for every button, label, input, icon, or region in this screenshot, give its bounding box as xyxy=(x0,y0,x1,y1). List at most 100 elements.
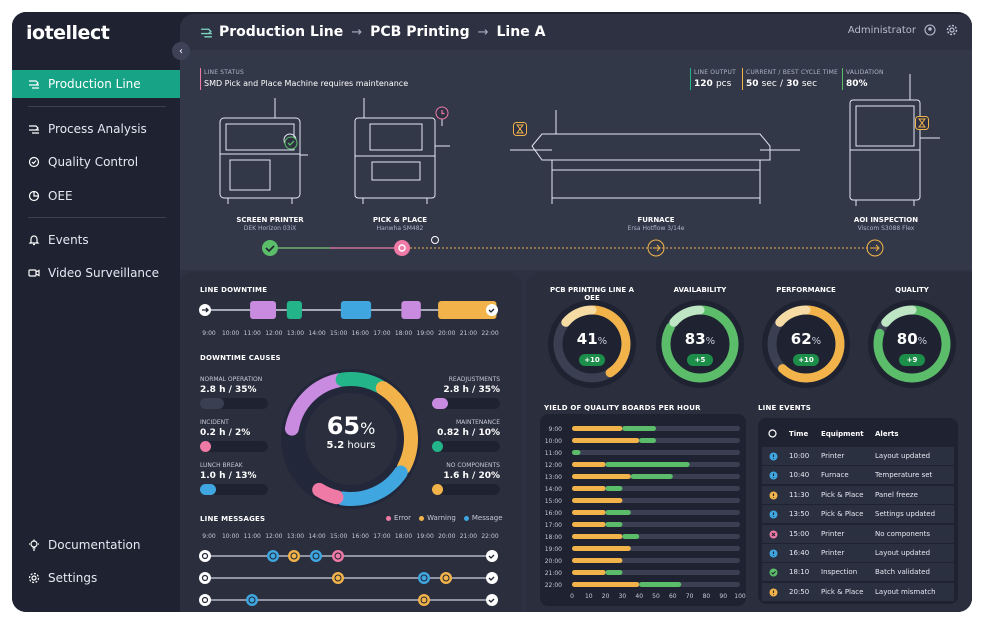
pick-and-place-machine[interactable] xyxy=(354,98,450,204)
breadcrumb-item[interactable]: PCB Printing xyxy=(370,24,470,40)
validation-value: 80% xyxy=(846,79,868,89)
nav-item-video-surveillance[interactable]: Video Surveillance xyxy=(12,259,180,287)
donut-segment[interactable] xyxy=(375,381,418,475)
aoi-inspection-machine[interactable] xyxy=(849,74,940,206)
yield-bar[interactable] xyxy=(572,558,623,563)
timeline-tick-label: 14:00 xyxy=(308,533,325,540)
yield-bar[interactable] xyxy=(572,570,606,575)
yield-bar[interactable] xyxy=(572,438,640,443)
cause-name: INCIDENT xyxy=(200,419,229,426)
timeline-tick-label: 22:00 xyxy=(481,533,498,540)
event-time: 18:10 xyxy=(789,568,810,577)
donut-segment[interactable] xyxy=(335,372,387,394)
yield-bar[interactable] xyxy=(622,534,640,539)
breadcrumb-item[interactable]: Production Line xyxy=(219,24,344,40)
table-row[interactable]: 10:00 Printer Layout updated xyxy=(762,447,954,465)
event-time: 11:30 xyxy=(789,490,810,499)
table-row[interactable]: 13:50 Pick & Place Settings updated xyxy=(762,505,954,524)
yield-bar[interactable] xyxy=(572,522,606,527)
yield-bar[interactable] xyxy=(572,426,623,431)
message-marker[interactable] xyxy=(440,572,452,584)
yield-bar[interactable] xyxy=(572,498,623,503)
table-row[interactable]: 11:30 Pick & Place Panel freeze xyxy=(762,485,954,504)
process-analysis-icon xyxy=(29,125,39,134)
downtime-segment[interactable] xyxy=(286,301,302,319)
check-icon xyxy=(284,136,298,150)
message-marker[interactable] xyxy=(288,550,300,562)
yield-bar[interactable] xyxy=(572,474,631,479)
nav-label: Settings xyxy=(48,571,98,585)
message-marker[interactable] xyxy=(332,572,344,584)
line-overview-panel: LINE STATUS SMD Pick and Place Machine r… xyxy=(180,50,972,270)
gear-icon[interactable] xyxy=(946,24,958,36)
downtime-segment[interactable] xyxy=(438,301,497,319)
message-marker[interactable] xyxy=(310,550,322,562)
collapse-sidebar-button[interactable]: ‹ xyxy=(172,42,190,60)
nav-item-quality-control[interactable]: Quality Control xyxy=(12,148,180,176)
yield-bar[interactable] xyxy=(639,582,682,587)
donut-segment[interactable] xyxy=(312,482,344,505)
yield-bar[interactable] xyxy=(639,438,656,443)
nav-item-production-line[interactable]: Production Line xyxy=(12,70,180,98)
nav-item-process-analysis[interactable]: Process Analysis xyxy=(12,115,180,143)
chevron-left-icon: ‹ xyxy=(179,45,183,57)
yield-x-tick-label: 90 xyxy=(719,593,727,600)
gauge-value: 62% xyxy=(790,330,822,348)
table-row[interactable]: 15:00 Printer No components xyxy=(762,524,954,543)
downtime-segment[interactable] xyxy=(250,301,277,319)
user-icon[interactable] xyxy=(924,24,936,36)
table-row[interactable]: 20:50 Pick & Place Layout mismatch xyxy=(762,582,954,601)
timeline-tick-label: 15:00 xyxy=(330,330,347,337)
timeline-tick-label: 17:00 xyxy=(373,533,390,540)
furnace-machine[interactable] xyxy=(510,110,800,204)
breadcrumb: Production Line → PCB Printing → Line A xyxy=(180,14,972,50)
yield-x-tick-label: 10 xyxy=(585,593,593,600)
message-marker[interactable] xyxy=(332,550,344,562)
donut-hours: 5.2 hours xyxy=(326,440,376,451)
downtime-segment[interactable] xyxy=(340,301,372,319)
table-row[interactable]: 10:40 Furnace Temperature set xyxy=(762,466,954,485)
yield-bar[interactable] xyxy=(622,426,656,431)
nav-item-documentation[interactable]: Documentation xyxy=(12,531,180,559)
yield-bar[interactable] xyxy=(605,522,623,527)
event-equipment: Inspection xyxy=(821,568,858,577)
table-row[interactable]: 16:40 Printer Layout updated xyxy=(762,544,954,562)
yield-bar[interactable] xyxy=(605,570,623,575)
nav-item-events[interactable]: Events xyxy=(12,226,180,254)
yield-bar[interactable] xyxy=(572,462,606,467)
nav-item-settings[interactable]: Settings xyxy=(12,564,180,592)
timeline-tick-label: 17:00 xyxy=(373,330,390,337)
yield-bar[interactable] xyxy=(572,450,581,455)
event-equipment: Furnace xyxy=(821,471,849,480)
timeline-tick-label: 18:00 xyxy=(395,330,412,337)
production-line-icon xyxy=(29,80,39,89)
end-check-icon xyxy=(486,594,498,606)
yield-bar[interactable] xyxy=(572,510,606,515)
yield-category-label: 17:00 xyxy=(545,522,562,529)
downtime-title: LINE DOWNTIME xyxy=(200,286,268,294)
yield-bar[interactable] xyxy=(605,510,631,515)
nav-item-oee[interactable]: OEE xyxy=(12,182,180,210)
yield-bar[interactable] xyxy=(572,582,640,587)
downtime-segment[interactable] xyxy=(401,301,421,319)
yield-bar[interactable] xyxy=(605,486,623,491)
screen-printer-machine[interactable] xyxy=(219,98,308,204)
yield-bar[interactable] xyxy=(605,462,690,467)
message-marker[interactable] xyxy=(267,550,279,562)
yield-bar[interactable] xyxy=(572,486,606,491)
event-time: 13:50 xyxy=(789,510,810,519)
yield-bar[interactable] xyxy=(572,534,623,539)
message-marker[interactable] xyxy=(246,594,258,606)
gauge-previous xyxy=(873,305,951,383)
donut-segment[interactable] xyxy=(335,465,408,506)
sidebar: iotellect Production Line Process Analys… xyxy=(12,12,180,612)
donut-segment[interactable] xyxy=(284,373,346,436)
table-row[interactable]: 18:10 Inspection Batch validated xyxy=(762,563,954,582)
message-marker[interactable] xyxy=(418,594,430,606)
yield-bar[interactable] xyxy=(630,474,673,479)
message-marker[interactable] xyxy=(418,572,430,584)
user-name[interactable]: Administrator xyxy=(847,25,916,36)
yield-x-tick-label: 100 xyxy=(734,593,746,600)
yield-x-tick-label: 80 xyxy=(703,593,711,600)
yield-bar[interactable] xyxy=(572,546,631,551)
